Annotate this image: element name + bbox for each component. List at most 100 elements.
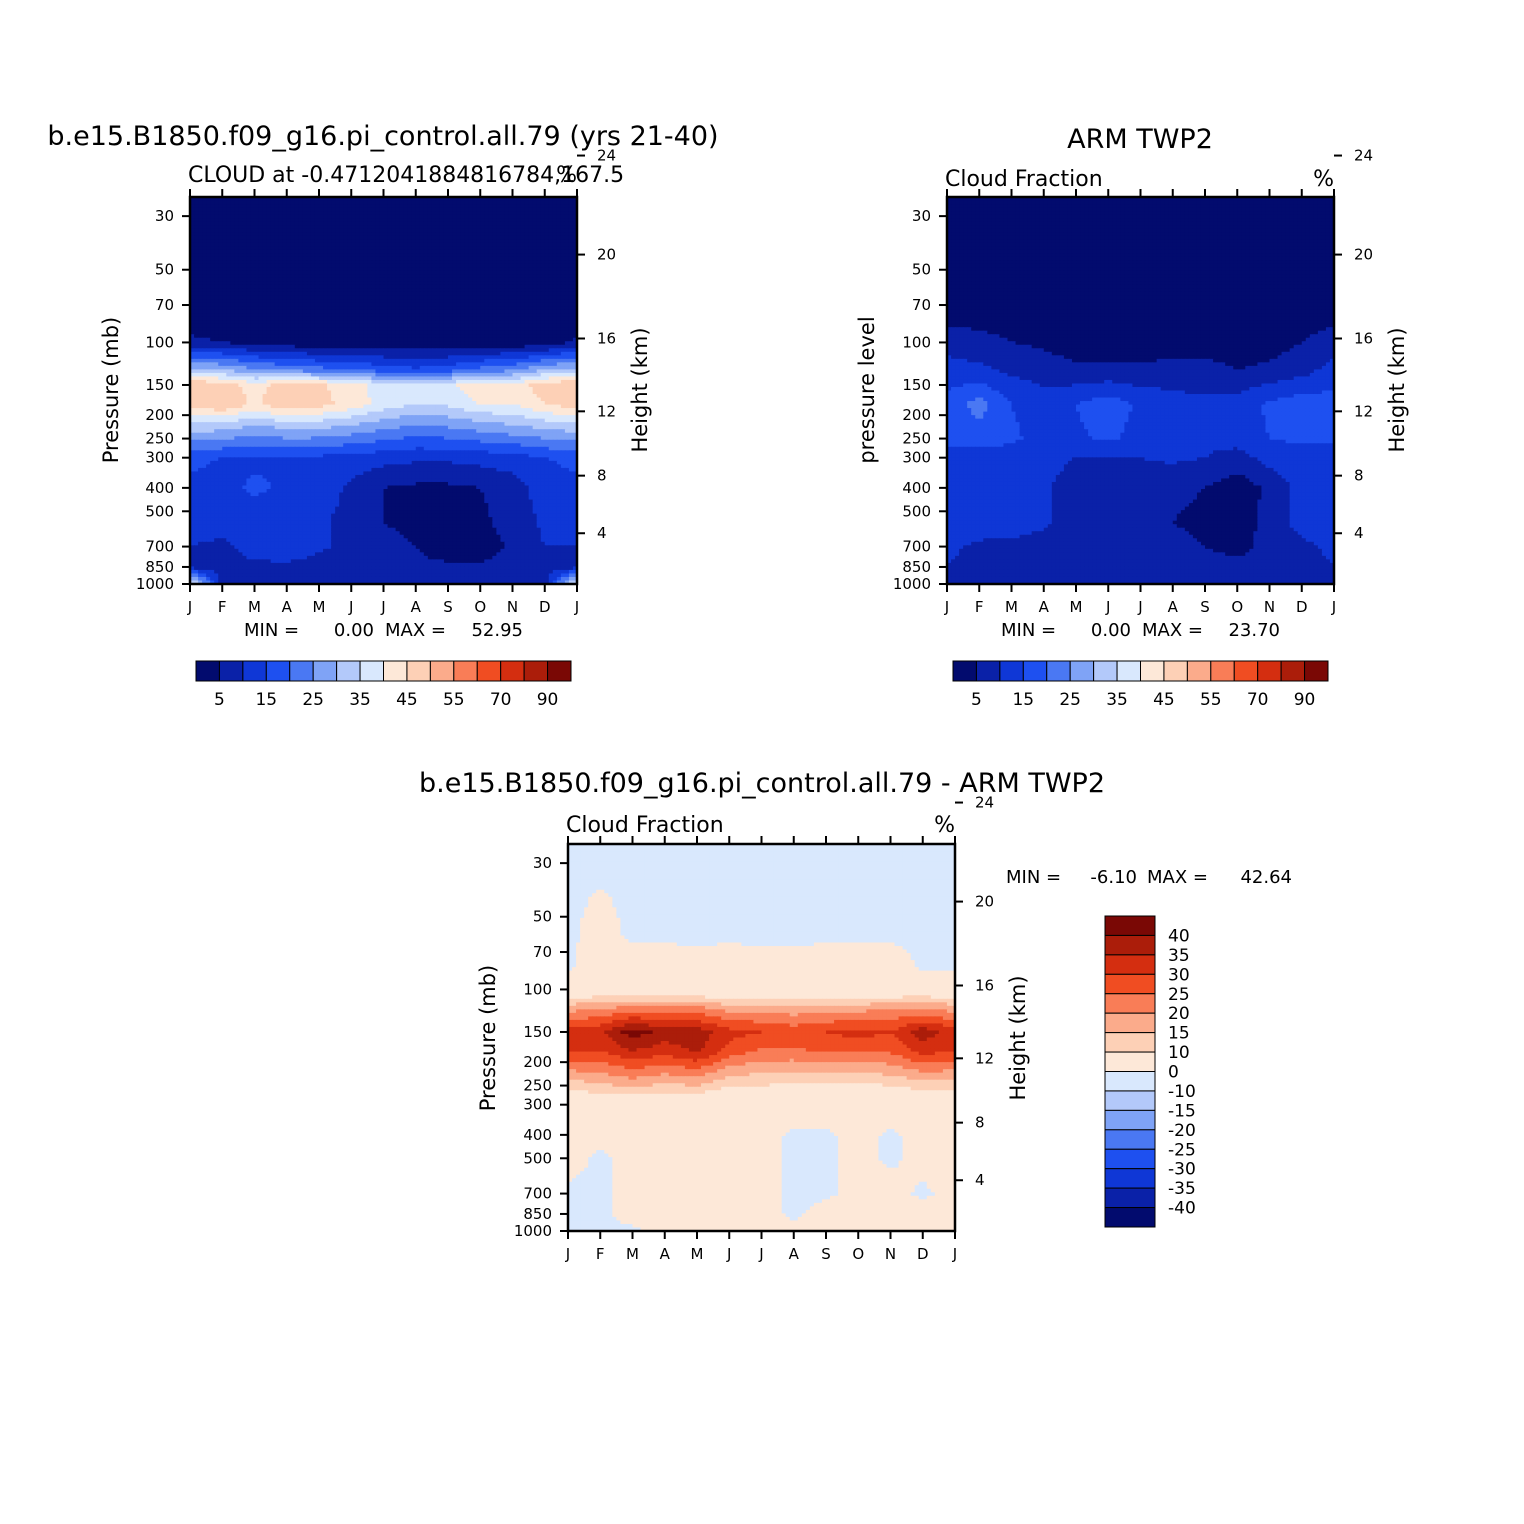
field-cell (423, 344, 429, 349)
field-cell (383, 372, 389, 378)
field-cell (359, 284, 364, 290)
field-cell (327, 355, 332, 360)
field-cell (218, 270, 223, 275)
field-cell (431, 253, 437, 258)
field-cell (371, 207, 377, 212)
field-cell (310, 295, 316, 300)
field-cell (290, 267, 296, 272)
field-cell (403, 253, 409, 258)
field-cell (472, 330, 477, 335)
field-cell (464, 267, 469, 272)
field-cell (206, 256, 211, 261)
field-cell (379, 207, 385, 212)
field-cell (536, 239, 542, 244)
field-cell (274, 246, 280, 251)
field-cell (250, 200, 256, 205)
field-cell (294, 218, 300, 223)
field-cell (476, 369, 481, 374)
field-cell (496, 348, 502, 353)
field-cell (234, 351, 239, 356)
field-cell (399, 376, 405, 381)
field-cell (327, 284, 332, 290)
field-cell (443, 274, 449, 279)
field-cell (359, 249, 364, 254)
field-cell (391, 284, 397, 290)
field-cell (226, 323, 231, 328)
field-cell (367, 239, 373, 244)
field-cell (391, 316, 397, 321)
field-cell (359, 281, 364, 286)
field-cell (500, 270, 506, 275)
field-cell (395, 225, 401, 230)
field-cell (274, 376, 280, 381)
field-cell (310, 218, 316, 223)
field-cell (238, 239, 244, 244)
field-cell (266, 295, 272, 300)
field-cell (492, 302, 497, 307)
field-cell (431, 362, 437, 367)
field-cell (262, 256, 268, 261)
field-cell (198, 207, 203, 212)
field-cell (407, 316, 413, 321)
field-cell (516, 344, 522, 349)
field-cell (375, 362, 381, 367)
units-label: % (556, 163, 577, 188)
field-cell (254, 327, 260, 332)
field-cell (246, 200, 252, 205)
field-cell (294, 228, 300, 233)
field-cell (367, 263, 373, 268)
field-cell (347, 228, 352, 233)
field-cell (371, 330, 377, 335)
field-cell (391, 358, 397, 363)
field-cell (210, 309, 215, 314)
field-cell (222, 291, 227, 297)
field-cell (544, 221, 550, 226)
field-cell (266, 204, 272, 209)
field-cell (512, 320, 518, 325)
field-cell (310, 197, 316, 202)
field-cell (379, 263, 385, 268)
field-cell (536, 228, 542, 233)
field-cell (274, 242, 280, 247)
field-cell (262, 302, 268, 307)
field-cell (423, 225, 429, 230)
field-cell (198, 274, 203, 279)
field-cell (415, 313, 421, 318)
field-cell (210, 246, 215, 251)
field-cell (383, 239, 389, 244)
field-cell (278, 320, 284, 325)
field-cell (238, 372, 244, 378)
field-cell (294, 246, 300, 251)
field-cell (488, 281, 493, 286)
field-cell (452, 341, 457, 346)
field-cell (423, 274, 429, 279)
field-cell (194, 299, 199, 304)
field-cell (230, 218, 235, 223)
field-cell (359, 355, 364, 360)
field-cell (375, 355, 381, 360)
field-cell (512, 260, 518, 265)
field-cell (250, 323, 256, 328)
field-cell (399, 327, 405, 332)
field-cell (480, 239, 485, 244)
field-cell (298, 246, 304, 251)
field-cell (282, 316, 288, 321)
field-cell (198, 214, 203, 219)
field-cell (202, 235, 207, 240)
field-cell (294, 200, 300, 205)
field-cell (540, 309, 546, 314)
field-cell (476, 197, 481, 202)
field-cell (524, 341, 530, 346)
field-cell (194, 214, 199, 219)
field-cell (226, 362, 231, 367)
field-cell (254, 295, 260, 300)
field-cell (262, 362, 268, 367)
field-cell (556, 256, 562, 261)
field-cell (343, 207, 348, 212)
field-cell (302, 337, 308, 342)
field-cell (194, 316, 199, 321)
field-cell (222, 214, 227, 219)
field-cell (496, 355, 502, 360)
field-cell (460, 211, 465, 216)
field-cell (250, 351, 256, 356)
